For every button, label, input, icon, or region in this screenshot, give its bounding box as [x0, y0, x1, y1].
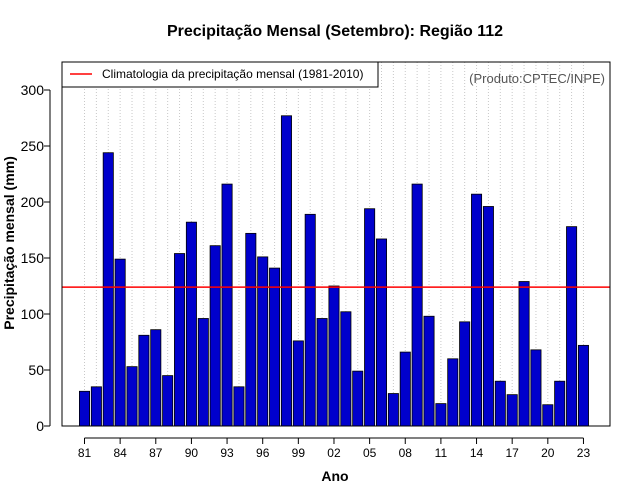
chart-title: Precipitação Mensal (Setembro): Região 1…: [167, 23, 503, 40]
y-tick-label: 50: [28, 362, 44, 378]
x-tick-label: 05: [363, 446, 377, 460]
credit-text: (Produto:CPTEC/INPE): [469, 71, 605, 86]
bar-1990: [185, 221, 197, 427]
bar-2021: [554, 380, 566, 427]
y-tick-label: 250: [21, 138, 45, 154]
bar-1992: [209, 245, 221, 427]
y-tick-label: 150: [21, 250, 45, 266]
bar-2000: [304, 213, 316, 427]
bar-2007: [387, 393, 399, 427]
legend-box: [61, 61, 379, 88]
x-tick-label: 11: [435, 446, 448, 460]
bar-2009: [411, 183, 423, 427]
x-tick-label: 14: [470, 446, 484, 460]
bar-2008: [399, 351, 411, 427]
x-axis-label: Ano: [321, 468, 348, 484]
bar-2012: [447, 358, 459, 427]
x-axis: 81 84 87 90 93 96 99 02 05 08 11 14 17 20 23: [78, 437, 591, 460]
x-tick-label: 84: [113, 446, 127, 460]
x-tick-label: 20: [541, 446, 555, 460]
bar-2019: [530, 349, 542, 427]
bar-2005: [364, 208, 376, 427]
x-tick-label: 87: [149, 446, 163, 460]
bar-1984: [114, 258, 126, 427]
bar-2003: [340, 311, 352, 427]
bar-1998: [280, 115, 292, 427]
bar-2016: [494, 380, 506, 427]
y-tick-label: 0: [36, 418, 44, 434]
x-tick-label: 96: [256, 446, 270, 460]
x-tick-label: 02: [327, 446, 341, 460]
bar-2015: [482, 206, 494, 427]
legend-label: Climatologia da precipitação mensal (198…: [102, 67, 363, 81]
x-tick-label: 08: [399, 446, 413, 460]
bar-2001: [316, 318, 328, 427]
bar-2014: [471, 193, 483, 427]
x-tick-label: 23: [577, 446, 591, 460]
x-tick-label: 81: [78, 446, 92, 460]
bar-1993: [221, 183, 233, 427]
x-tick-label: 17: [506, 446, 520, 460]
bar-1986: [138, 334, 150, 427]
bar-2018: [518, 281, 530, 427]
bar-2023: [577, 344, 589, 427]
bar-1982: [90, 386, 102, 427]
bar-1999: [292, 340, 304, 427]
y-axis-label: Precipitação mensal (mm): [1, 156, 17, 330]
y-axis: 0 50 100 150 200 250 300: [21, 82, 51, 434]
bar-1996: [257, 256, 269, 427]
bar-2022: [566, 226, 578, 427]
bars: [79, 115, 589, 427]
bar-1994: [233, 386, 245, 427]
bar-1995: [245, 232, 257, 427]
bar-1997: [269, 267, 281, 427]
y-tick-label: 100: [21, 306, 45, 322]
bar-1985: [126, 366, 138, 427]
legend: Climatologia da precipitação mensal (198…: [61, 61, 379, 88]
bar-2013: [459, 321, 471, 427]
bar-2010: [423, 315, 435, 427]
bar-2017: [506, 394, 518, 427]
bar-1991: [197, 318, 209, 427]
bar-1988: [162, 375, 174, 427]
y-tick-label: 200: [21, 194, 45, 210]
x-tick-label: 93: [220, 446, 234, 460]
bar-2011: [435, 403, 447, 427]
x-tick-label: 99: [292, 446, 306, 460]
bar-2002: [328, 285, 340, 427]
bar-1987: [150, 329, 162, 427]
bar-1989: [174, 253, 186, 427]
bar-1983: [102, 152, 114, 427]
y-tick-label: 300: [21, 82, 45, 98]
bar-2006: [375, 238, 387, 427]
x-tick-label: 90: [185, 446, 199, 460]
bar-2020: [542, 404, 554, 427]
bar-1981: [79, 390, 91, 427]
bar-2004: [352, 370, 364, 427]
